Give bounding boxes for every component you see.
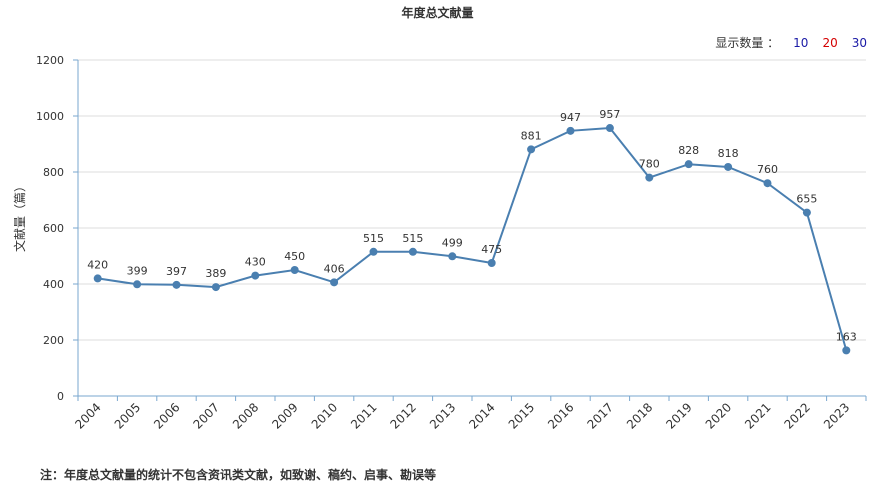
data-label: 818 <box>718 147 739 160</box>
display-count-switch: 显示数量 ： 10 20 30 <box>715 34 867 51</box>
y-axis-label: 文献量（篇） <box>12 180 27 252</box>
y-tick-label: 1000 <box>36 110 64 123</box>
data-point <box>487 259 496 267</box>
data-point <box>290 266 299 274</box>
data-label: 430 <box>245 256 266 269</box>
data-label: 881 <box>521 129 542 142</box>
y-tick-label: 1200 <box>36 54 64 67</box>
count-option-30[interactable]: 30 <box>851 36 867 50</box>
data-label: 828 <box>678 144 699 157</box>
data-point <box>763 179 772 188</box>
display-count-label: 显示数量 ： <box>715 36 780 50</box>
data-point <box>133 280 142 289</box>
data-point <box>330 278 339 287</box>
data-point <box>684 160 693 169</box>
chart-title: 年度总文献量 <box>401 6 474 20</box>
y-tick-label: 0 <box>57 390 64 403</box>
data-label: 760 <box>757 163 778 176</box>
y-tick-label: 400 <box>43 278 64 291</box>
data-label: 515 <box>402 232 423 245</box>
data-label: 406 <box>324 262 345 275</box>
x-tick-label: 2022 <box>782 400 813 431</box>
x-tick-label: 2012 <box>388 400 419 431</box>
x-tick-label: 2015 <box>506 400 537 431</box>
data-label: 515 <box>363 232 384 245</box>
x-tick-label: 2014 <box>466 400 497 431</box>
data-point <box>527 145 536 154</box>
data-point <box>645 173 654 182</box>
x-tick-label: 2021 <box>742 400 773 431</box>
count-option-10[interactable]: 10 <box>793 36 809 50</box>
x-tick-label: 2004 <box>72 400 103 431</box>
data-point <box>802 208 811 217</box>
data-label: 947 <box>560 111 581 124</box>
y-tick-label: 800 <box>43 166 64 179</box>
x-tick-label: 2008 <box>230 400 261 431</box>
x-tick-label: 2016 <box>545 400 576 431</box>
x-tick-label: 2005 <box>112 400 143 431</box>
x-tick-label: 2010 <box>309 400 340 431</box>
data-label: 163 <box>836 330 857 343</box>
x-tick-label: 2018 <box>624 400 655 431</box>
x-tick-label: 2019 <box>663 400 694 431</box>
data-point <box>448 252 457 261</box>
x-tick-label: 2006 <box>151 400 182 431</box>
data-point <box>369 247 378 256</box>
data-point <box>842 346 851 355</box>
data-label: 957 <box>599 108 620 121</box>
data-label: 499 <box>442 236 463 249</box>
data-point <box>724 162 733 171</box>
data-label: 389 <box>205 267 226 280</box>
x-tick-label: 2023 <box>821 400 852 431</box>
data-point <box>172 280 181 289</box>
data-label: 397 <box>166 265 187 278</box>
x-tick-label: 2007 <box>191 400 222 431</box>
data-point <box>211 283 220 292</box>
data-point <box>408 247 417 256</box>
x-tick-label: 2020 <box>703 400 734 431</box>
data-label: 420 <box>87 258 108 271</box>
data-label: 655 <box>796 193 817 206</box>
data-point <box>93 274 102 283</box>
data-label: 780 <box>639 158 660 171</box>
data-label: 399 <box>127 264 148 277</box>
footnote: 注：年度总文献量的统计不包含资讯类文献，如致谢、稿约、启事、勘误等 <box>40 468 437 482</box>
y-tick-label: 600 <box>43 222 64 235</box>
x-tick-label: 2013 <box>427 400 458 431</box>
data-label: 475 <box>481 243 502 256</box>
count-option-20[interactable]: 20 <box>822 36 838 50</box>
data-point <box>605 124 614 133</box>
data-label: 450 <box>284 250 305 263</box>
x-tick-label: 2011 <box>348 400 379 431</box>
data-point <box>251 271 260 280</box>
y-tick-label: 200 <box>43 334 64 347</box>
series-line <box>97 126 848 351</box>
x-tick-label: 2017 <box>585 400 616 431</box>
data-point <box>566 126 575 135</box>
x-tick-label: 2009 <box>269 400 300 431</box>
